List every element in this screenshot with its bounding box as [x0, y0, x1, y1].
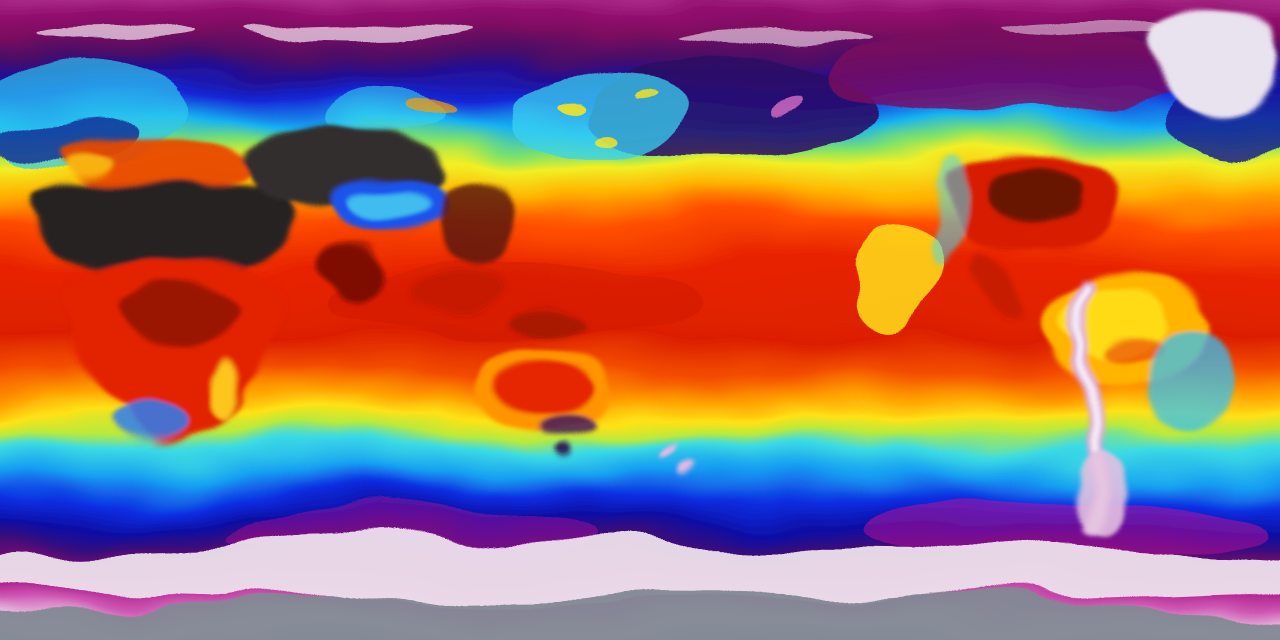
region-europe — [59, 134, 248, 190]
region-madagascar — [215, 360, 239, 420]
region-patagonia — [1078, 453, 1122, 537]
region-southeast-asia — [410, 268, 500, 312]
region-greenland — [1148, 12, 1279, 117]
region-india — [319, 243, 387, 307]
bering-warm-fleck — [546, 95, 574, 105]
region-australia-southeast — [537, 415, 593, 437]
southern-magenta-glow — [860, 495, 1260, 555]
region-south-africa-tip — [108, 402, 192, 442]
region-brazil-coast-cool — [1148, 332, 1232, 428]
region-sahara-arabia — [27, 182, 293, 275]
region-australia-core — [493, 362, 597, 414]
arctic-cloud-streak — [1000, 26, 1180, 40]
aleutian-pink-fleck — [782, 91, 818, 109]
siberia-warm-fleck — [408, 97, 456, 115]
arctic-cloud-streak — [230, 27, 470, 43]
region-tasmania — [554, 445, 570, 457]
bering-warm-fleck — [592, 125, 616, 135]
region-new-zealand — [679, 463, 697, 477]
region-east-asia — [437, 184, 519, 264]
region-amazon-warm-speck — [1105, 336, 1165, 360]
region-north-america-core — [987, 169, 1083, 221]
region-new-guinea — [510, 308, 586, 336]
region-rockies-cool-stripe — [933, 150, 967, 260]
antarctic-interior — [0, 596, 1280, 640]
arctic-canada-band — [840, 30, 1180, 120]
arctic-cloud-streak — [680, 33, 880, 47]
bering-warm-fleck — [630, 92, 654, 100]
continents — [27, 12, 1279, 537]
region-new-zealand — [658, 445, 678, 459]
arctic-cloud-streak — [50, 28, 190, 42]
region-mexico — [968, 250, 1025, 320]
region-iberia-warm-patch — [65, 153, 115, 177]
bering-cyan-patch — [505, 70, 685, 150]
region-africa-core — [120, 283, 240, 347]
region-tibet-core — [348, 190, 428, 220]
antarctic-rim — [0, 542, 1280, 602]
california-warm-eddy — [850, 225, 940, 335]
